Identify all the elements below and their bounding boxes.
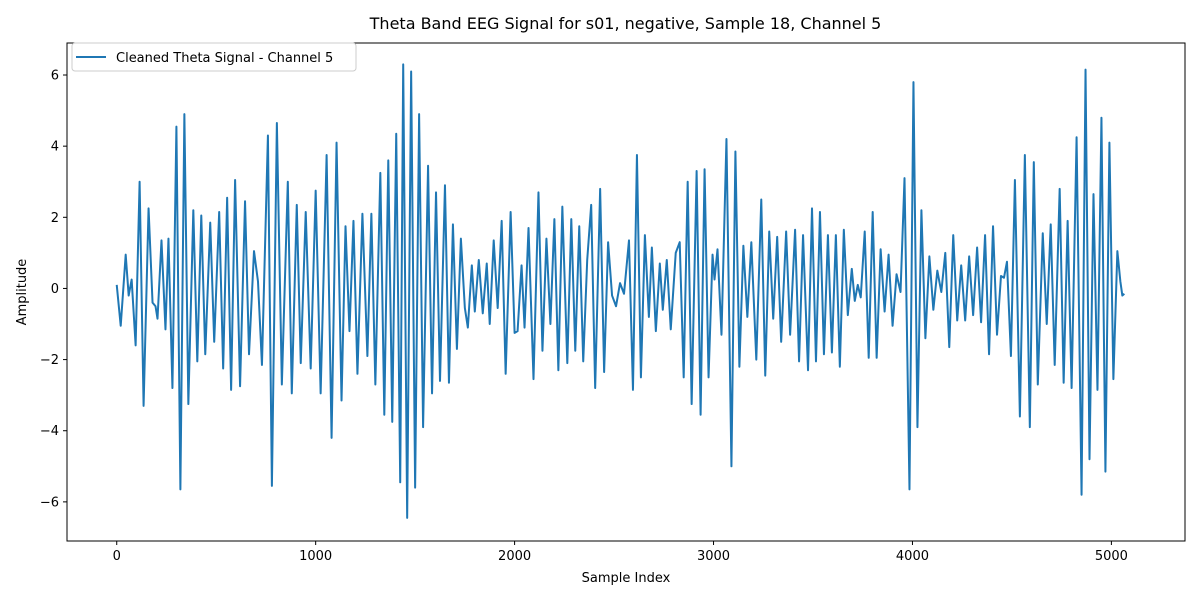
- y-axis-label: Amplitude: [15, 259, 30, 326]
- y-tick-label: 4: [51, 140, 59, 155]
- x-tick-label: 1000: [299, 549, 332, 564]
- plot-frame: [66, 42, 1186, 542]
- legend-box: [71, 42, 357, 72]
- chart-title: Theta Band EEG Signal for s01, negative,…: [369, 14, 882, 33]
- y-tick-label: 2: [51, 211, 59, 226]
- x-tick-label: 3000: [697, 549, 730, 564]
- y-tick-label: −2: [40, 353, 59, 368]
- x-tick-label: 4000: [896, 549, 929, 564]
- x-axis: 0 1000 2000 3000 4000 5000: [113, 541, 1128, 564]
- x-tick-label: 0: [113, 549, 121, 564]
- y-tick-label: −6: [40, 495, 59, 510]
- y-tick-label: −4: [40, 424, 59, 439]
- x-tick-label: 5000: [1095, 549, 1128, 564]
- legend: Cleaned Theta Signal - Channel 5: [71, 42, 357, 72]
- y-tick-label: 0: [51, 282, 59, 297]
- y-tick-label: 6: [51, 69, 59, 84]
- legend-label: Cleaned Theta Signal - Channel 5: [116, 51, 333, 66]
- x-axis-label: Sample Index: [582, 571, 671, 586]
- y-axis: −6 −4 −2 0 2 4 6: [40, 69, 67, 510]
- x-tick-label: 2000: [498, 549, 531, 564]
- series-line-cleaned-theta-signal: [115, 63, 1125, 519]
